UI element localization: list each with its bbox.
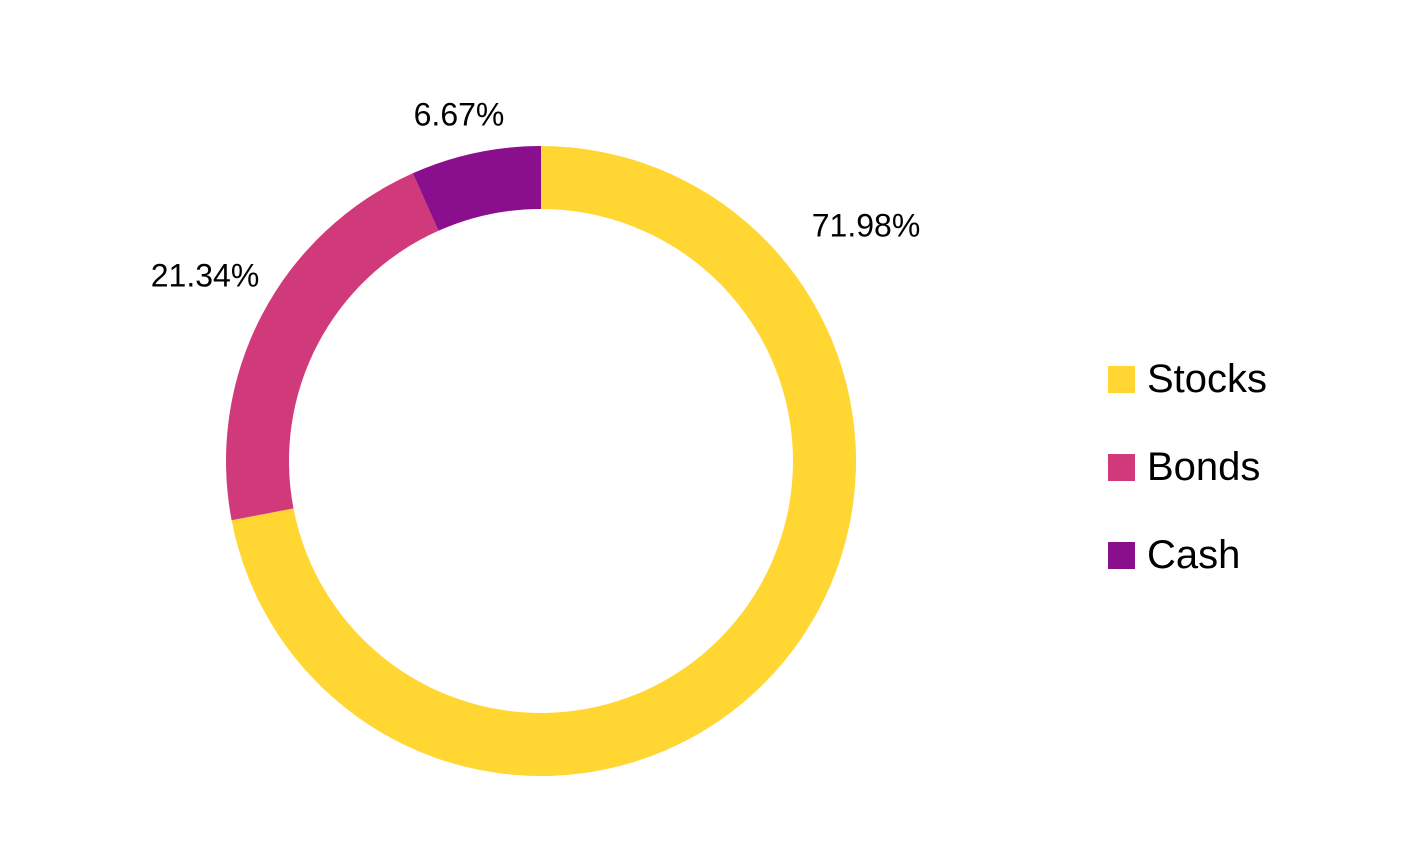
legend-swatch-cash: [1108, 541, 1135, 569]
legend-item-bonds: Bonds: [1108, 438, 1388, 496]
data-label-bonds: 21.34%: [151, 257, 260, 293]
chart-legend: Stocks Bonds Cash: [1108, 350, 1388, 614]
data-label-stocks: 71.98%: [812, 207, 921, 243]
legend-label-stocks: Stocks: [1147, 357, 1268, 401]
legend-label-cash: Cash: [1147, 533, 1241, 577]
legend-item-stocks: Stocks: [1108, 350, 1388, 408]
donut-slice-bonds: [226, 173, 439, 521]
legend-swatch-stocks: [1108, 365, 1135, 393]
legend-label-bonds: Bonds: [1147, 445, 1261, 489]
legend-item-cash: Cash: [1108, 526, 1388, 584]
donut-slice-cash: [412, 146, 541, 231]
legend-swatch-bonds: [1108, 453, 1135, 481]
data-label-cash: 6.67%: [414, 96, 505, 132]
